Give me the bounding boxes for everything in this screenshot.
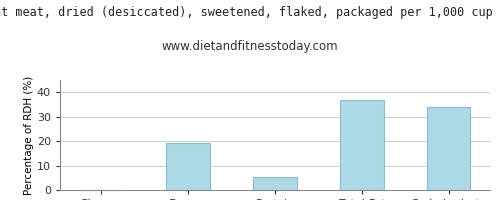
Y-axis label: Percentage of RDH (%): Percentage of RDH (%) — [24, 75, 34, 195]
Text: ut meat, dried (desiccated), sweetened, flaked, packaged per 1,000 cup (: ut meat, dried (desiccated), sweetened, … — [0, 6, 500, 19]
Bar — [254, 177, 296, 190]
Bar — [427, 107, 470, 190]
Bar — [166, 143, 210, 190]
Bar — [340, 100, 384, 190]
Text: www.dietandfitnesstoday.com: www.dietandfitnesstoday.com — [162, 40, 338, 53]
